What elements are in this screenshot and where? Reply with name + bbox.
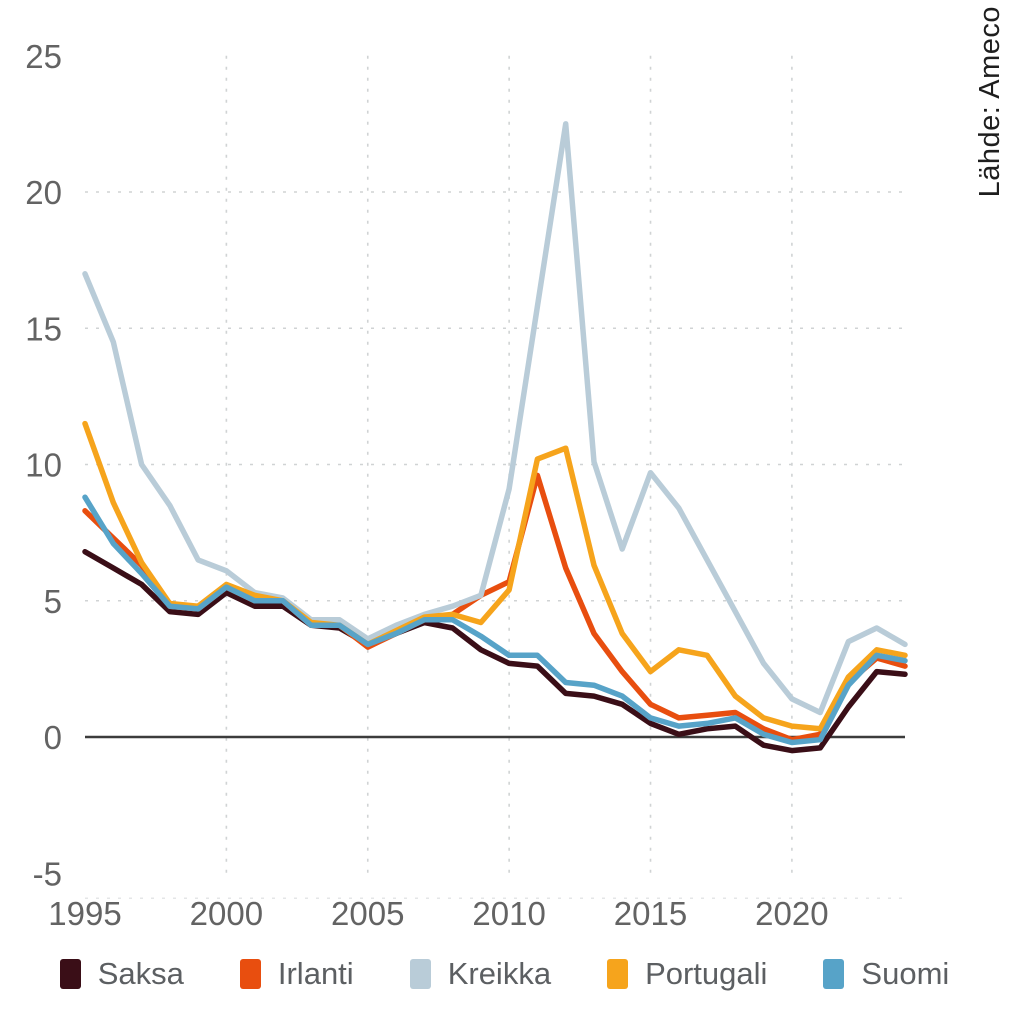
y-tick--5: -5	[33, 855, 62, 892]
legend-item-kreikka[interactable]: Kreikka	[409, 956, 552, 992]
series-line-suomi	[82, 494, 908, 746]
legend-swatch-portugali	[607, 959, 629, 989]
legend-item-suomi[interactable]: Suomi	[823, 956, 949, 992]
legend-label-irlanti: Irlanti	[277, 956, 354, 991]
y-tick-10: 10	[25, 447, 62, 484]
legend: Saksa Irlanti Kreikka Portugali Suomi	[0, 946, 1009, 1002]
y-tick-5: 5	[44, 583, 62, 620]
legend-item-portugali[interactable]: Portugali	[607, 956, 767, 992]
x-tick-2000: 2000	[190, 895, 263, 932]
legend-label-saksa: Saksa	[97, 956, 184, 991]
legend-item-saksa[interactable]: Saksa	[59, 956, 184, 992]
series-line-saksa	[82, 548, 908, 754]
legend-swatch-saksa	[59, 959, 81, 989]
y-tick-25: 25	[25, 38, 62, 75]
x-tick-2010: 2010	[472, 895, 545, 932]
y-tick-15: 15	[25, 310, 62, 347]
legend-label-kreikka: Kreikka	[447, 956, 552, 991]
x-tick-1995: 1995	[48, 895, 121, 932]
legend-label-portugali: Portugali	[645, 956, 768, 991]
legend-item-irlanti[interactable]: Irlanti	[239, 956, 354, 992]
legend-label-suomi: Suomi	[861, 956, 950, 991]
legend-swatch-suomi	[823, 959, 845, 989]
series-line-kreikka	[82, 121, 908, 716]
x-tick-2005: 2005	[331, 895, 404, 932]
legend-swatch-irlanti	[239, 959, 261, 989]
source-label: Lähde: Ameco	[974, 6, 1006, 198]
y-tick-20: 20	[25, 174, 62, 211]
y-tick-0: 0	[44, 719, 62, 756]
x-tick-2015: 2015	[614, 895, 687, 932]
x-tick-2020: 2020	[755, 895, 828, 932]
legend-swatch-kreikka	[409, 959, 431, 989]
